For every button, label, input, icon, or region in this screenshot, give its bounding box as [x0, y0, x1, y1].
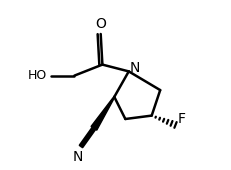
- Text: O: O: [95, 17, 106, 31]
- Text: N: N: [73, 150, 83, 164]
- Text: HO: HO: [28, 69, 47, 82]
- Text: F: F: [177, 112, 185, 126]
- Polygon shape: [91, 97, 114, 130]
- Text: N: N: [129, 61, 139, 75]
